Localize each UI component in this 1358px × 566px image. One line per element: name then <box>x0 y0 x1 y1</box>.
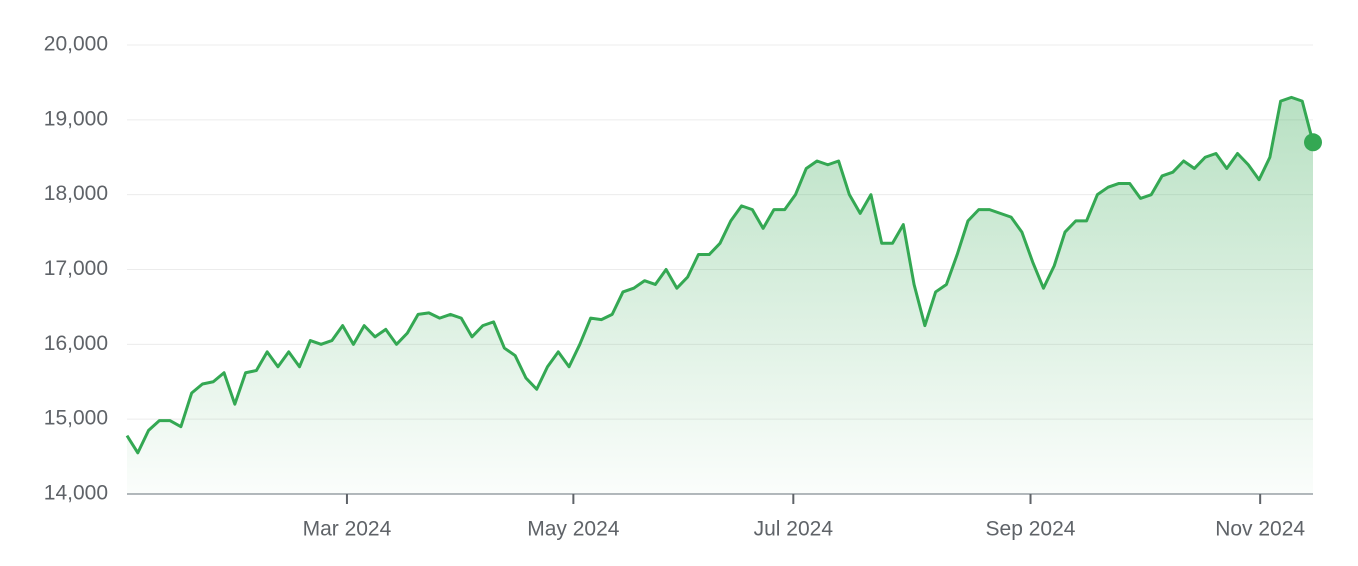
y-tick-label: 17,000 <box>44 257 108 280</box>
line <box>125 95 1315 455</box>
y-tick-label: 15,000 <box>44 407 108 430</box>
x-tick-label: Sep 2024 <box>986 518 1076 541</box>
x-tick-label: Nov 2024 <box>1215 518 1305 541</box>
end-point <box>1304 133 1322 152</box>
x-tick-label: Jul 2024 <box>754 518 834 541</box>
x-tick-label: May 2024 <box>527 518 620 541</box>
y-tick-label: 18,000 <box>44 182 108 205</box>
y-tick-label: 20,000 <box>44 33 108 56</box>
y-tick-label: 16,000 <box>44 332 108 355</box>
y-tick-label: 14,000 <box>44 482 108 505</box>
area <box>127 97 1313 494</box>
y-tick-label: 19,000 <box>44 107 108 130</box>
x-tick-label: Mar 2024 <box>303 518 392 541</box>
